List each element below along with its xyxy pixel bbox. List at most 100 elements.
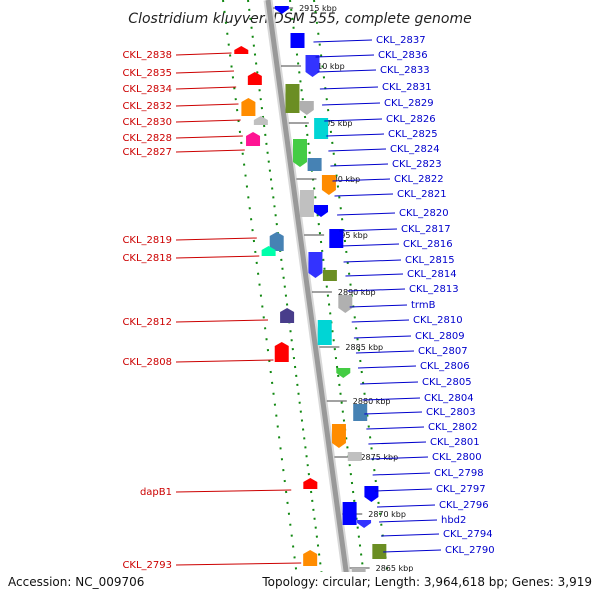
plus-strand-gene [322, 270, 337, 281]
gene-label: dapB1 [140, 487, 172, 498]
plus-strand-gene [305, 55, 320, 77]
gene-label-leader [313, 39, 373, 43]
gene-label: CKL_2819 [122, 235, 172, 246]
strand-guide-line [247, 0, 326, 600]
strand-guides [222, 0, 392, 600]
gene-label: CKL_2817 [401, 224, 451, 235]
gene-label: CKL_2801 [430, 437, 480, 448]
gene-label: CKL_2806 [420, 361, 470, 372]
genome-summary-text: Topology: circular; Length: 3,964,618 bp… [261, 575, 592, 589]
plus-strand-labels: CKL_2837 CKL_2836 CKL_2833 CKL_2831 CKL_2829… [313, 35, 495, 556]
gene-label: CKL_2793 [122, 560, 172, 571]
gene-label-leader [362, 397, 421, 401]
gene-label-leader [175, 103, 239, 107]
gene-label-leader [175, 70, 234, 74]
gene-label: CKL_2830 [122, 117, 172, 128]
gene-label-leader [319, 86, 379, 90]
gene-label: CKL_2825 [388, 129, 438, 140]
gene-label: CKL_2798 [434, 468, 484, 479]
gene-label-leader [175, 562, 302, 566]
plus-strand-gene [321, 175, 336, 195]
plus-strand-gene [292, 139, 307, 167]
gene-label: CKL_2809 [415, 331, 465, 342]
minus-strand-gene [303, 550, 318, 566]
gene-label-leader [343, 259, 402, 263]
gene-label-leader [358, 365, 417, 369]
plus-strand-gene [347, 452, 362, 461]
minus-strand-gene [280, 308, 295, 323]
gene-label: CKL_2816 [403, 239, 453, 250]
gene-label-leader [332, 178, 391, 182]
gene-label-leader [355, 350, 415, 354]
tick-label: 2865 kbp [376, 564, 414, 573]
gene-label: CKL_2804 [424, 393, 474, 404]
gene-label: CKL_2834 [122, 84, 172, 95]
gene-label-leader [351, 319, 410, 323]
gene-label: CKL_2796 [439, 500, 489, 511]
gene-label-leader [330, 163, 389, 167]
plus-strand-gene [336, 368, 351, 378]
gene-label-leader [374, 488, 433, 492]
plus-strand-gene [338, 295, 353, 313]
plus-strand-gene [285, 84, 300, 113]
tick-label: 2915 kbp [299, 4, 337, 13]
gene-label: CKL_2832 [122, 101, 172, 112]
tick-label: 2900 kbp [322, 175, 360, 184]
gene-label-leader [337, 212, 396, 216]
tick-label: 2910 kbp [307, 62, 345, 71]
gene-label: CKL_2813 [409, 284, 459, 295]
gene-label-leader [175, 359, 274, 363]
gene-label: CKL_2807 [418, 346, 468, 357]
gene-label: CKL_2831 [382, 82, 432, 93]
plus-strand-gene [329, 229, 344, 248]
gene-label-leader [326, 133, 385, 137]
plus-strand-gene [290, 33, 305, 48]
plus-strand-gene [274, 6, 289, 14]
gene-label-leader [334, 193, 394, 197]
minus-strand-labels: CKL_2838 CKL_2835 CKL_2834 CKL_2832 CKL_2830… [122, 50, 304, 586]
gene-label: CKL_2794 [443, 529, 493, 540]
plus-strand-gene [299, 101, 314, 115]
gene-label: CKL_2803 [426, 407, 476, 418]
genome-backbone [263, 0, 355, 600]
gene-label: CKL_2828 [122, 133, 172, 144]
gene-label-leader [175, 489, 292, 493]
gene-label: CKL_2824 [390, 144, 440, 155]
gene-label: CKL_2818 [122, 253, 172, 264]
tick-label: 2895 kbp [330, 231, 368, 240]
tick-label: 2870 kbp [368, 510, 406, 519]
gene-label: hbd2 [441, 515, 466, 526]
gene-label-leader [324, 118, 383, 122]
tick-label: 2875 kbp [360, 453, 398, 462]
plus-strand-gene [342, 502, 357, 525]
gene-label-leader [315, 54, 375, 58]
gene-label: trmB [411, 300, 436, 311]
gene-label: CKL_2821 [397, 189, 447, 200]
gene-label-leader [175, 149, 245, 153]
minus-strand-gene [274, 342, 289, 362]
strand-guide-line [289, 0, 368, 600]
minus-strand-gene [246, 132, 261, 146]
plus-strand-gene [314, 205, 329, 217]
gene-label: CKL_2810 [413, 315, 463, 326]
gene-label-leader [175, 119, 241, 123]
gene-label: CKL_2812 [122, 317, 172, 328]
gene-label: CKL_2802 [428, 422, 478, 433]
minus-strand-gene [253, 116, 268, 125]
gene-label-leader [349, 304, 408, 308]
minus-strand-gene [247, 72, 262, 85]
gene-label-leader [370, 456, 429, 460]
gene-label: CKL_2833 [380, 65, 430, 76]
gene-label-leader [175, 237, 257, 241]
tick-label: 2890 kbp [338, 288, 376, 297]
backbone-line [265, 0, 353, 600]
plus-strand-gene [353, 404, 368, 421]
minus-strand-gene [269, 232, 284, 251]
map-title: Clostridium kluyveri DSM 555, complete g… [128, 11, 471, 27]
plus-strand-gene [331, 424, 346, 448]
gene-label-leader [175, 52, 232, 56]
gene-label-leader [347, 288, 406, 292]
tick-label: 2905 kbp [315, 119, 353, 128]
gene-label-leader [175, 319, 269, 323]
